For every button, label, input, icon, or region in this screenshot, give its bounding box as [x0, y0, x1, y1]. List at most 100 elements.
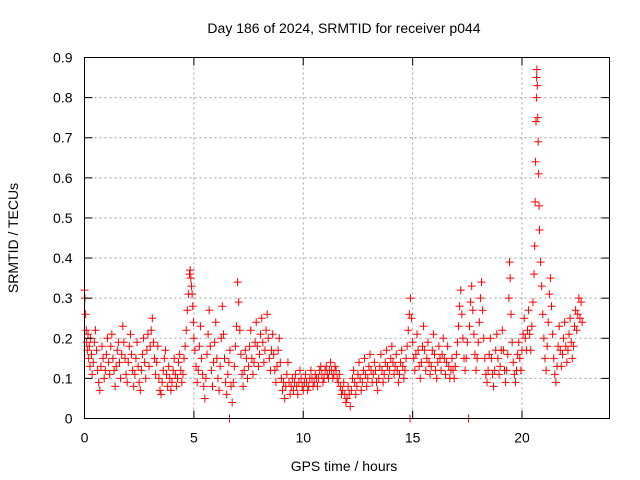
data-point — [432, 374, 441, 383]
data-point — [555, 322, 564, 331]
data-point — [241, 346, 250, 355]
data-point — [513, 350, 522, 359]
data-point — [198, 370, 207, 379]
data-point — [119, 338, 128, 347]
data-point — [397, 346, 406, 355]
data-point — [556, 346, 565, 355]
data-point — [172, 382, 181, 391]
data-point — [112, 362, 121, 371]
data-point — [115, 358, 124, 367]
data-point — [463, 338, 472, 347]
data-point — [244, 362, 253, 371]
data-point — [441, 370, 450, 379]
data-point — [108, 354, 117, 363]
data-point — [394, 378, 403, 387]
data-point — [195, 342, 204, 351]
data-point — [347, 386, 356, 395]
data-point — [423, 338, 432, 347]
data-point — [269, 350, 278, 359]
data-point — [485, 350, 494, 359]
data-point — [341, 398, 350, 407]
data-point — [247, 354, 256, 363]
data-point — [561, 342, 570, 351]
data-point — [173, 374, 182, 383]
data-point — [537, 282, 546, 291]
data-point — [449, 366, 458, 375]
data-point — [186, 274, 195, 283]
data-point — [102, 350, 111, 359]
y-axis-label: SRMTID / TECUs — [5, 183, 21, 293]
data-point — [373, 386, 382, 395]
data-point — [201, 374, 210, 383]
data-point — [530, 242, 539, 251]
y-tick-label: 0.7 — [53, 130, 73, 146]
data-point — [153, 342, 162, 351]
y-tick-label: 0.5 — [53, 210, 73, 226]
data-point — [531, 157, 540, 166]
data-point — [149, 338, 158, 347]
data-point — [91, 326, 100, 335]
data-point — [96, 362, 105, 371]
data-point — [346, 402, 355, 411]
data-point — [88, 370, 97, 379]
data-point — [359, 366, 368, 375]
data-point — [98, 342, 106, 351]
x-axis-tick-labels: 0 5 10 15 20 — [81, 430, 530, 446]
data-point — [498, 326, 507, 335]
data-point — [577, 298, 586, 307]
data-point — [161, 346, 170, 355]
data-point — [264, 334, 273, 343]
data-point — [116, 374, 125, 383]
data-point — [255, 350, 264, 359]
data-point — [351, 390, 360, 399]
data-point — [140, 358, 149, 367]
data-point — [386, 354, 395, 363]
data-point — [350, 378, 359, 387]
data-point — [165, 374, 174, 383]
data-point — [170, 354, 179, 363]
data-point — [263, 310, 272, 319]
data-point — [282, 370, 291, 379]
data-point — [104, 358, 113, 367]
data-point — [227, 382, 236, 391]
data-point — [440, 354, 449, 363]
data-point — [532, 93, 541, 102]
data-point — [406, 294, 415, 303]
data-point — [478, 306, 487, 315]
data-point — [240, 366, 249, 375]
data-point — [92, 346, 101, 355]
data-point — [370, 358, 379, 367]
data-point — [363, 374, 372, 383]
data-point — [574, 294, 583, 303]
x-tick-label: 0 — [81, 430, 89, 446]
data-point — [217, 334, 226, 343]
data-point — [573, 310, 582, 319]
data-point — [301, 370, 310, 379]
data-point — [222, 390, 231, 399]
data-point — [330, 362, 339, 371]
data-point — [151, 370, 160, 379]
data-point — [215, 386, 224, 395]
data-point — [526, 346, 535, 355]
data-point — [100, 374, 109, 383]
data-point — [199, 382, 208, 391]
data-point — [234, 298, 243, 307]
data-point — [422, 354, 431, 363]
data-point — [532, 117, 540, 126]
y-tick-label: 0.8 — [53, 90, 73, 106]
data-point — [182, 326, 191, 335]
data-point — [94, 378, 103, 387]
data-point — [540, 354, 549, 363]
data-point — [192, 362, 201, 371]
data-point — [524, 306, 533, 315]
data-point — [190, 346, 199, 355]
data-point — [113, 346, 122, 355]
data-point — [245, 342, 254, 351]
data-point — [209, 358, 218, 367]
data-point — [509, 358, 518, 367]
data-point — [514, 338, 523, 347]
data-point — [398, 362, 407, 371]
data-point — [559, 334, 568, 343]
data-point — [438, 350, 447, 359]
